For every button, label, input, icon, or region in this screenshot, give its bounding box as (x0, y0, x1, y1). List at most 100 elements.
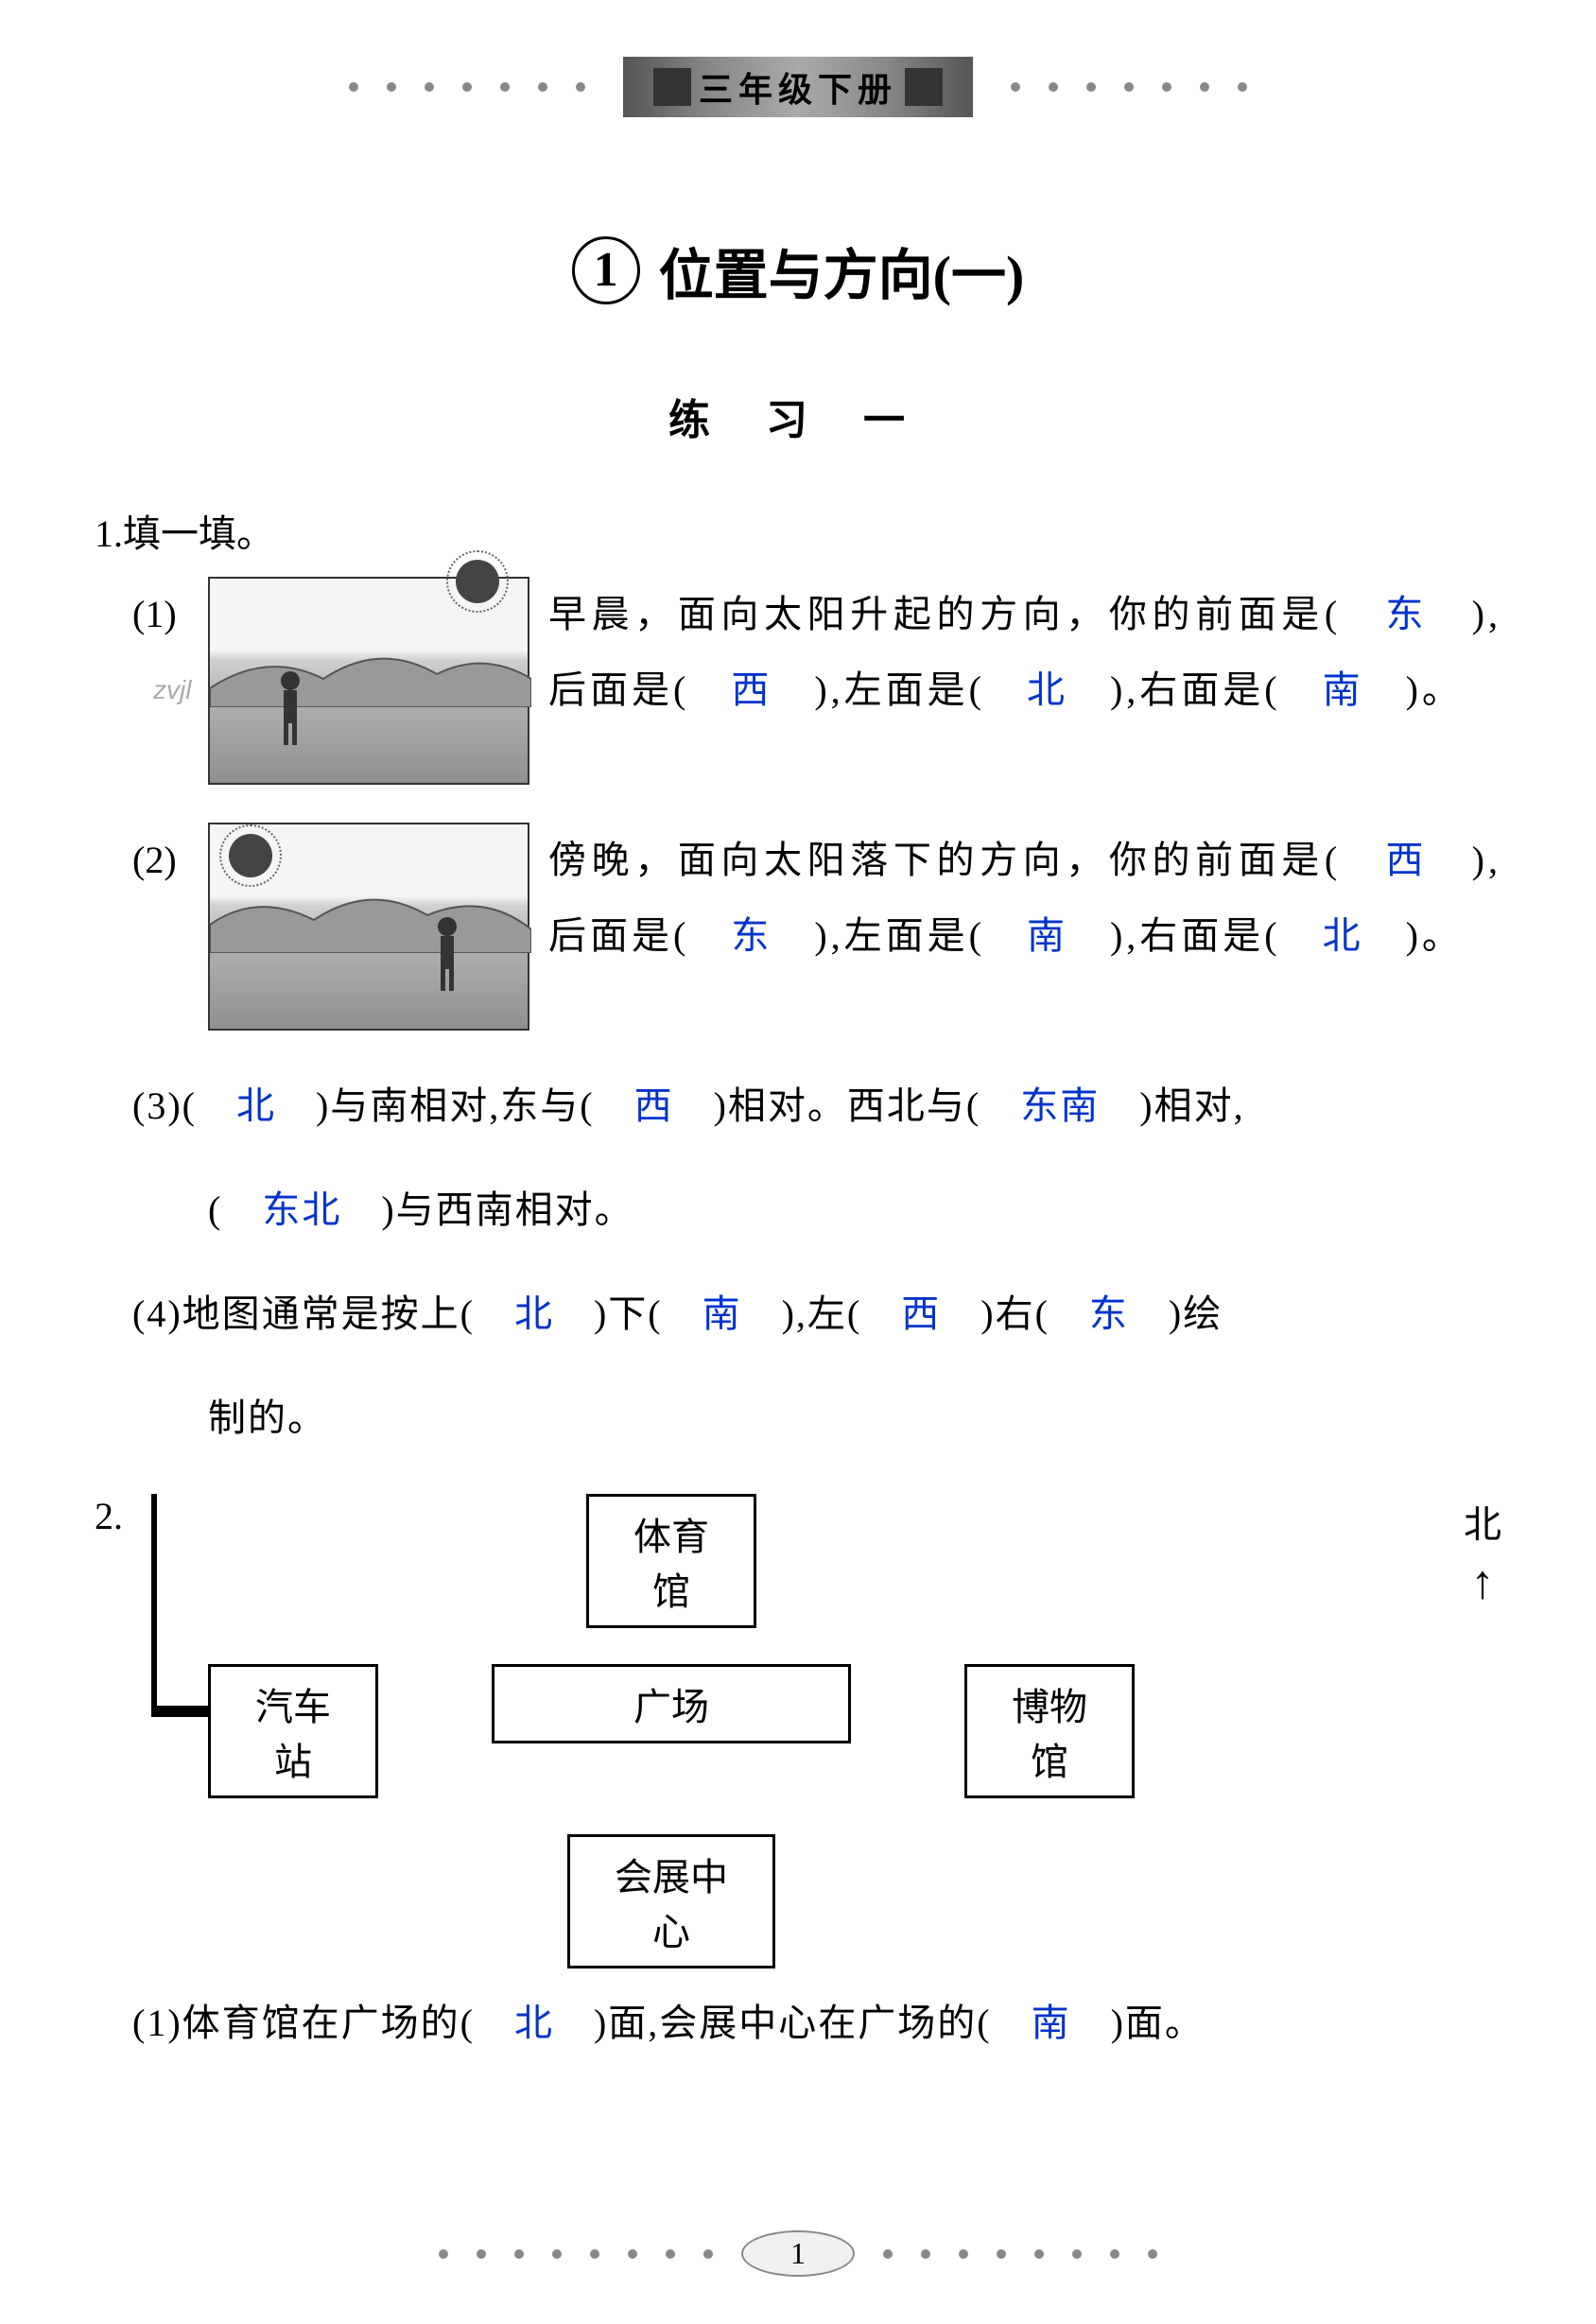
problem-2-content: (1)体育馆在广场的( 北 )面,会展中心在广场的( 南 )面。 (95, 1986, 1501, 2061)
sub-item-1: (1) zvjl 早晨，面向太阳升起的方向，你的前面是( 东 ),后面是( 西 … (132, 577, 1501, 785)
text: )。 (1364, 914, 1464, 957)
illustration-sunrise: zvjl (208, 577, 529, 785)
answer: 北 (514, 2002, 554, 2044)
exercise-title: 练 习 一 (95, 386, 1501, 446)
text-block-1: 早晨，面向太阳升起的方向，你的前面是( 东 ),后面是( 西 ),左面是( 北 … (548, 577, 1501, 785)
dot (921, 2249, 930, 2259)
text: ( (208, 1188, 262, 1231)
answer: 西 (634, 1084, 674, 1127)
answer: 东南 (1020, 1084, 1100, 1127)
node-center: 广场 (492, 1664, 851, 1743)
illustration-sunset (208, 823, 529, 1031)
text: (1)体育馆在广场的( (132, 2002, 514, 2044)
dot (477, 2249, 486, 2259)
header-dot-row: 三年级下册 (95, 57, 1501, 117)
node-right: 博物馆 (964, 1664, 1135, 1798)
node-bottom: 会展中心 (567, 1834, 775, 1968)
answer: 西 (731, 668, 772, 711)
answer: 南 (1027, 914, 1068, 957)
dot (1072, 2249, 1082, 2259)
answer: 东北 (262, 1188, 341, 1231)
dot (1011, 82, 1020, 92)
dot (387, 82, 396, 92)
dot (703, 2249, 713, 2259)
dot (959, 2249, 968, 2259)
text: )绘 (1129, 1292, 1223, 1335)
problem-2-section: 2. 北 ↑ 体育馆 汽车站 广场 博物馆 会展中心 (95, 1494, 1501, 1948)
text: )右( (941, 1292, 1089, 1335)
problem-1-number: 1.填一填。 (95, 503, 1501, 558)
chapter-text: 位置与方向(一) (659, 245, 1025, 306)
text: )相对, (1100, 1084, 1244, 1127)
dot (552, 2249, 562, 2259)
hills-icon (210, 877, 531, 953)
dot (1162, 82, 1171, 92)
watermark: zvjl (153, 664, 191, 717)
person-icon (276, 669, 304, 745)
text: )与南相对,东与( (276, 1084, 634, 1127)
answer: 北 (236, 1084, 276, 1127)
dot (1238, 82, 1247, 92)
answer: 北 (514, 1292, 554, 1335)
dot (1124, 82, 1134, 92)
node-left: 汽车站 (208, 1664, 378, 1798)
dot (1034, 2249, 1044, 2259)
text: ),左面是( (772, 914, 1027, 957)
answer: 东 (1385, 593, 1429, 635)
sub-item-3-line2: ( 东北 )与西南相对。 (132, 1172, 1501, 1248)
dot (666, 2249, 675, 2259)
page-container: 三年级下册 1 位置与方向(一) 练 习 一 1.填一填。 (1) (0, 0, 1596, 2324)
connector-top (151, 1494, 157, 1600)
problem-2-number: 2. (95, 1494, 151, 1538)
dot (349, 82, 358, 92)
page-footer: 1 (0, 2230, 1596, 2277)
dot (1148, 2249, 1157, 2259)
sun-icon (229, 834, 272, 877)
dot (462, 82, 472, 92)
text: 早晨，面向太阳升起的方向，你的前面是( (548, 593, 1385, 635)
dot (1049, 82, 1058, 92)
page-number: 1 (741, 2230, 855, 2277)
problem-1-content: (1) zvjl 早晨，面向太阳升起的方向，你的前面是( 东 ),后面是( 西 … (95, 577, 1501, 1456)
book-icon-left (653, 68, 691, 106)
dot (883, 2249, 893, 2259)
answer: 西 (1385, 839, 1429, 881)
text: )。 (1364, 668, 1464, 711)
dot (1086, 82, 1096, 92)
text: (3)( (132, 1084, 236, 1127)
text: 傍晚，面向太阳落下的方向，你的前面是( (548, 839, 1385, 881)
sub-item-2: (2) 傍晚，面向太阳落下的方向，你的前面是( 西 ),后面是( 东 ),左面是… (132, 823, 1501, 1031)
dot (514, 2249, 524, 2259)
text: ),右面是( (1068, 668, 1323, 711)
sun-icon (456, 560, 499, 603)
dot (425, 82, 434, 92)
person-icon (433, 915, 461, 991)
text: ),左( (742, 1292, 902, 1335)
book-icon-right (905, 68, 943, 106)
node-top: 体育馆 (586, 1494, 756, 1628)
text: )面。 (1071, 2002, 1205, 2044)
sub-item-3: (3)( 北 )与南相对,东与( 西 )相对。西北与( 东南 )相对, (132, 1068, 1501, 1144)
text: ),右面是( (1068, 914, 1323, 957)
compass: 北 ↑ (1464, 1494, 1501, 1605)
dot (590, 2249, 599, 2259)
header-banner: 三年级下册 (623, 57, 973, 117)
connector-bottom (151, 1600, 157, 1706)
banner-text: 三年级下册 (699, 62, 897, 112)
sub-num-2: (2) (132, 823, 208, 1031)
hills-icon (210, 632, 531, 707)
chapter-number: 1 (572, 236, 640, 304)
text: )面,会展中心在广场的( (554, 2002, 1032, 2044)
text: )相对。西北与( (674, 1084, 1021, 1127)
dot (1110, 2249, 1119, 2259)
dot (439, 2249, 448, 2259)
answer: 东 (1089, 1292, 1129, 1335)
sub-item-4: (4)地图通常是按上( 北 )下( 南 ),左( 西 )右( 东 )绘 (132, 1276, 1501, 1352)
answer: 东 (731, 914, 772, 957)
dot (628, 2249, 637, 2259)
arrow-up-icon: ↑ (1464, 1558, 1501, 1605)
text: ),左面是( (772, 668, 1027, 711)
text: )与西南相对。 (341, 1188, 633, 1231)
dot (1200, 82, 1209, 92)
text: (4)地图通常是按上( (132, 1292, 514, 1335)
